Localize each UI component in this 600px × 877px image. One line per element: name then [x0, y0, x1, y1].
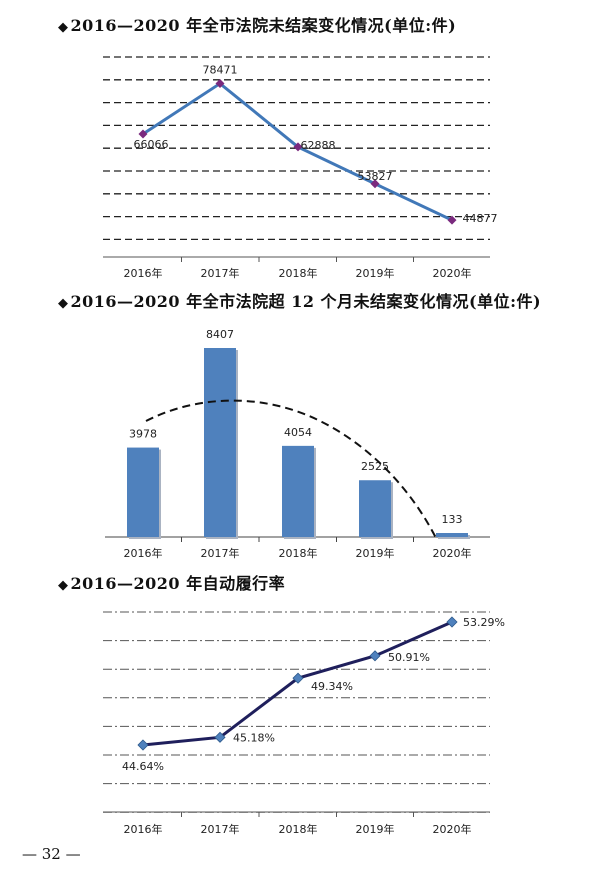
data-label: 49.34%: [311, 680, 353, 693]
x-tick-label: 2019年: [356, 546, 395, 560]
data-point: [292, 672, 304, 684]
x-tick-label: 2020年: [433, 822, 472, 836]
x-tick-label: 2019年: [356, 266, 395, 280]
bar: [282, 445, 314, 537]
data-point: [293, 142, 303, 152]
data-point: [215, 79, 225, 89]
chart-3-title: ◆ 2016—2020 年自动履行率: [58, 570, 285, 594]
data-label: 2525: [361, 460, 389, 473]
data-point: [369, 650, 381, 662]
x-tick-label: 2017年: [201, 822, 240, 836]
data-point: [137, 739, 149, 751]
x-tick-label: 2019年: [356, 822, 395, 836]
data-label: 4054: [284, 426, 312, 439]
x-tick-label: 2016年: [124, 266, 163, 280]
chart-1-title-text: 2016—2020 年全市法院未结案变化情况(单位:件): [70, 16, 457, 35]
trend-curve: [145, 399, 438, 541]
data-label: 53827: [358, 170, 393, 183]
data-label: 44877: [463, 212, 498, 225]
data-label: 44.64%: [122, 760, 164, 773]
diamond-bullet-icon: ◆: [58, 20, 69, 35]
x-tick-label: 2017年: [201, 266, 240, 280]
diamond-bullet-icon: ◆: [58, 578, 69, 593]
data-point: [214, 731, 226, 743]
x-tick-label: 2020年: [433, 546, 472, 560]
data-label: 3978: [129, 428, 157, 441]
x-tick-label: 2016年: [124, 546, 163, 560]
diamond-bullet-icon: ◆: [58, 296, 69, 311]
data-label: 8407: [206, 328, 234, 341]
chart-2-title: ◆ 2016—2020 年全市法院超 12 个月未结案变化情况(单位:件): [58, 288, 541, 312]
data-point: [370, 179, 380, 189]
data-point: [138, 129, 148, 139]
x-tick-label: 2018年: [279, 266, 318, 280]
bar: [204, 348, 236, 537]
data-label: 62888: [301, 139, 336, 152]
x-tick-label: 2017年: [201, 546, 240, 560]
bar: [436, 533, 468, 537]
data-label: 45.18%: [233, 731, 275, 744]
bar: [127, 447, 159, 537]
unresolved-cases-line-chart: 2016年 2017年 2018年 2019年 2020年 66066 78471 62888…: [103, 56, 498, 280]
x-tick-label: 2020年: [433, 266, 472, 280]
data-label: 78471: [203, 64, 238, 77]
data-point: [446, 616, 458, 628]
page-number: — 32 —: [22, 845, 81, 863]
x-tick-label: 2016年: [124, 822, 163, 836]
data-label: 66066: [134, 138, 169, 151]
x-tick-label: 2018年: [279, 822, 318, 836]
chart-1-title: ◆ 2016—2020 年全市法院未结案变化情况(单位:件): [58, 12, 456, 36]
chart-2-title-text: 2016—2020 年全市法院超 12 个月未结案变化情况(单位:件): [70, 292, 542, 311]
x-tick-label: 2018年: [279, 546, 318, 560]
over-12-months-bar-chart: 3978 2016年 8407 2017年 4054 2018年 2525 2019年 133 2…: [105, 328, 490, 560]
data-label: 133: [442, 513, 463, 526]
data-label: 53.29%: [463, 616, 505, 629]
chart-3-title-text: 2016—2020 年自动履行率: [70, 574, 286, 593]
data-point: [447, 215, 457, 225]
data-label: 50.91%: [388, 651, 430, 664]
bar: [359, 480, 391, 537]
